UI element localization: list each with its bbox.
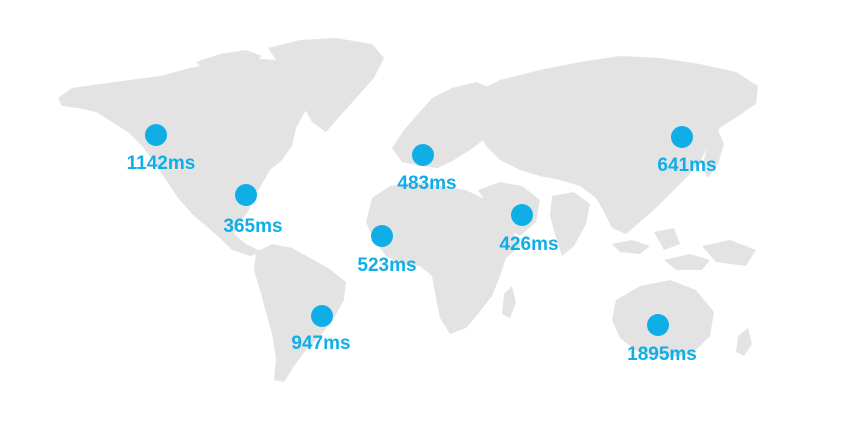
africa-landmass (366, 182, 520, 334)
location-marker-north-america-west[interactable] (145, 124, 167, 146)
latency-label-east-asia: 641ms (657, 155, 717, 176)
south-america-landmass (254, 244, 346, 382)
location-marker-europe[interactable] (412, 144, 434, 166)
greenland-landmass (268, 38, 384, 132)
location-marker-south-america[interactable] (311, 305, 333, 327)
latency-label-north-america-west: 1142ms (126, 153, 196, 174)
latency-label-europe: 483ms (397, 173, 457, 194)
location-marker-west-africa[interactable] (371, 225, 393, 247)
new-zealand-landmass (736, 328, 752, 356)
latency-label-north-america-east: 365ms (223, 216, 283, 237)
latency-label-middle-east: 426ms (499, 234, 559, 255)
north-america-landmass (58, 58, 318, 256)
latency-label-south-america: 947ms (291, 333, 351, 354)
location-marker-middle-east[interactable] (511, 204, 533, 226)
latency-label-australia: 1895ms (627, 344, 697, 365)
location-marker-north-america-east[interactable] (235, 184, 257, 206)
southeast-asia-islands (612, 228, 756, 270)
location-marker-east-asia[interactable] (671, 126, 693, 148)
asia-landmass (470, 56, 758, 234)
latency-label-west-africa: 523ms (357, 255, 417, 276)
madagascar-landmass (502, 286, 516, 318)
location-marker-australia[interactable] (647, 314, 669, 336)
arctic-islands-landmass (196, 50, 262, 100)
japan-landmass (702, 130, 724, 178)
india-landmass (550, 192, 590, 256)
